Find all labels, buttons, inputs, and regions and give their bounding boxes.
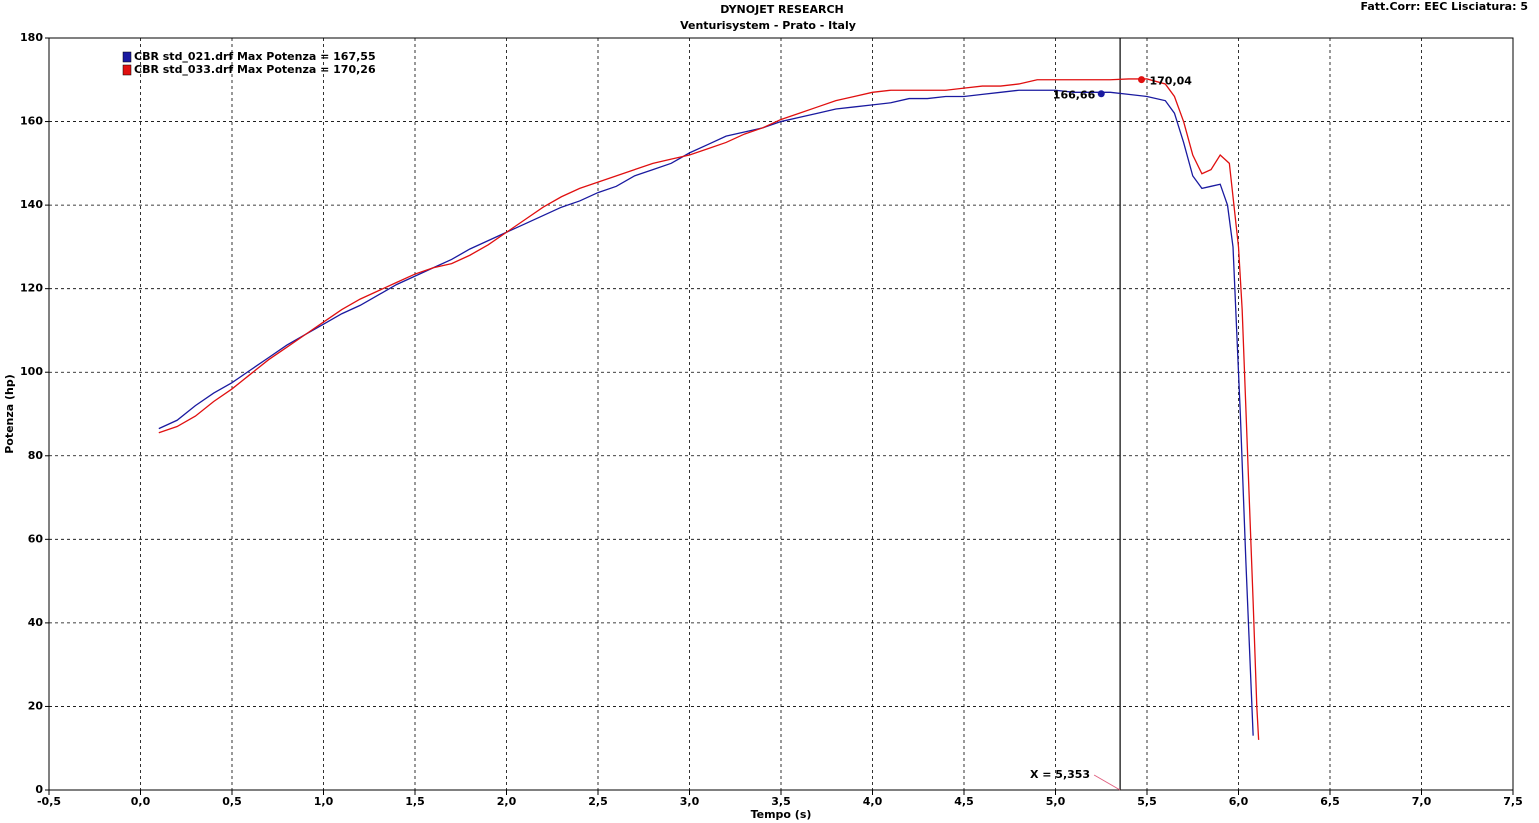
x-tick-label: 3,0 [680,795,700,808]
y-tick-label: 100 [20,365,43,378]
marker-label: 170,04 [1150,75,1193,88]
x-tick-label: 3,5 [771,795,791,808]
corner-note: Fatt.Corr: EEC Lisciatura: 5 [1361,0,1529,13]
chart-title: DYNOJET RESEARCH [720,3,843,16]
cursor-pointer [1093,774,1121,791]
x-tick-label: 2,5 [588,795,608,808]
x-tick-label: 5,5 [1137,795,1157,808]
y-tick-label: 40 [28,616,44,629]
cursor-label: X = 5,353 [1030,768,1090,781]
y-tick-label: 20 [28,699,44,712]
y-tick-label: 80 [28,449,44,462]
x-tick-label: -0,5 [37,795,61,808]
legend-label: CBR std_021.drf Max Potenza = 167,55 [134,50,376,63]
y-tick-label: 60 [28,532,44,545]
x-tick-label: 6,0 [1229,795,1249,808]
x-axis-label: Tempo (s) [751,808,812,821]
x-tick-label: 0,0 [131,795,151,808]
y-tick-label: 160 [20,115,43,128]
x-tick-label: 4,5 [954,795,974,808]
legend-swatch [122,64,132,76]
x-tick-label: 6,5 [1320,795,1340,808]
legend-label: CBR std_033.drf Max Potenza = 170,26 [134,63,376,76]
marker-label: 166,66 [1053,89,1096,102]
chart-subtitle: Venturisystem - Prato - Italy [680,19,856,32]
x-tick-label: 1,5 [405,795,425,808]
x-tick-label: 5,0 [1046,795,1066,808]
series-line [158,89,1254,736]
y-tick-label: 140 [20,198,43,211]
legend-swatch [122,51,132,63]
x-tick-label: 0,5 [222,795,242,808]
marker-point [1097,90,1105,98]
x-tick-label: 2,0 [497,795,517,808]
y-tick-label: 120 [20,282,43,295]
x-tick-label: 7,0 [1412,795,1432,808]
x-tick-label: 1,0 [314,795,334,808]
y-axis-label: Potenza (hp) [3,374,16,454]
plot-area [48,37,1514,791]
y-tick-label: 180 [20,31,43,44]
marker-point [1138,76,1146,84]
series-line [158,78,1260,740]
x-tick-label: 4,0 [863,795,883,808]
x-tick-label: 7,5 [1503,795,1523,808]
y-tick-label: 0 [35,783,43,796]
